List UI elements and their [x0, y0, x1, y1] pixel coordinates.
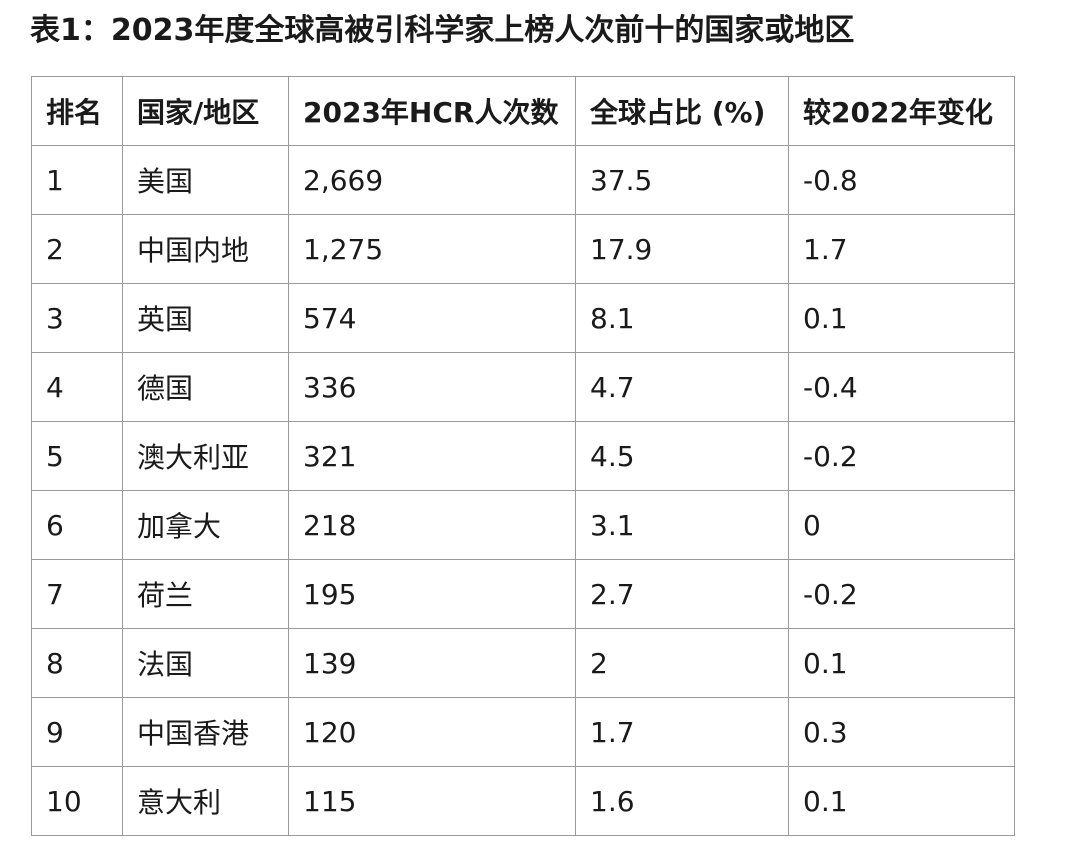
- cell-share: 1.6: [575, 766, 789, 836]
- cell-hcr-count: 336: [288, 352, 576, 422]
- cell-hcr-count: 1,275: [288, 214, 576, 284]
- header-hcr-count: 2023年HCR人次数: [288, 76, 576, 146]
- table-row: 7 荷兰 195 2.7 -0.2: [31, 559, 1015, 629]
- cell-country: 中国内地: [122, 214, 289, 284]
- cell-share: 3.1: [575, 490, 789, 560]
- table-row: 1 美国 2,669 37.5 -0.8: [31, 145, 1015, 215]
- cell-rank: 6: [31, 490, 123, 560]
- cell-country: 加拿大: [122, 490, 289, 560]
- table-row: 4 德国 336 4.7 -0.4: [31, 352, 1015, 422]
- table-header-row: 排名 国家/地区 2023年HCR人次数 全球占比 (%) 较2022年变化: [31, 76, 1015, 146]
- cell-change: 0.1: [788, 283, 1015, 353]
- cell-share: 1.7: [575, 697, 789, 767]
- cell-share: 4.7: [575, 352, 789, 422]
- header-change-vs-2022: 较2022年变化: [788, 76, 1015, 146]
- cell-share: 4.5: [575, 421, 789, 491]
- cell-hcr-count: 2,669: [288, 145, 576, 215]
- cell-hcr-count: 120: [288, 697, 576, 767]
- cell-country: 英国: [122, 283, 289, 353]
- cell-change: 0: [788, 490, 1015, 560]
- table-row: 8 法国 139 2 0.1: [31, 628, 1015, 698]
- table-row: 9 中国香港 120 1.7 0.3: [31, 697, 1015, 767]
- table-title: 表1：2023年度全球高被引科学家上榜人次前十的国家或地区: [30, 13, 855, 48]
- cell-share: 8.1: [575, 283, 789, 353]
- cell-hcr-count: 139: [288, 628, 576, 698]
- cell-rank: 1: [31, 145, 123, 215]
- table-row: 6 加拿大 218 3.1 0: [31, 490, 1015, 560]
- cell-country: 法国: [122, 628, 289, 698]
- cell-share: 2: [575, 628, 789, 698]
- cell-change: 1.7: [788, 214, 1015, 284]
- cell-hcr-count: 195: [288, 559, 576, 629]
- cell-share: 2.7: [575, 559, 789, 629]
- hcr-table: 排名 国家/地区 2023年HCR人次数 全球占比 (%) 较2022年变化 1…: [31, 76, 1015, 836]
- cell-rank: 7: [31, 559, 123, 629]
- header-country-region: 国家/地区: [122, 76, 289, 146]
- cell-rank: 8: [31, 628, 123, 698]
- cell-rank: 9: [31, 697, 123, 767]
- cell-hcr-count: 321: [288, 421, 576, 491]
- table-row: 3 英国 574 8.1 0.1: [31, 283, 1015, 353]
- cell-rank: 10: [31, 766, 123, 836]
- cell-country: 荷兰: [122, 559, 289, 629]
- table-row: 5 澳大利亚 321 4.5 -0.2: [31, 421, 1015, 491]
- header-global-share: 全球占比 (%): [575, 76, 789, 146]
- cell-country: 美国: [122, 145, 289, 215]
- cell-change: -0.2: [788, 559, 1015, 629]
- cell-rank: 4: [31, 352, 123, 422]
- cell-change: -0.2: [788, 421, 1015, 491]
- cell-rank: 2: [31, 214, 123, 284]
- cell-hcr-count: 115: [288, 766, 576, 836]
- cell-change: 0.1: [788, 628, 1015, 698]
- cell-change: -0.4: [788, 352, 1015, 422]
- cell-rank: 5: [31, 421, 123, 491]
- cell-change: 0.3: [788, 697, 1015, 767]
- cell-country: 中国香港: [122, 697, 289, 767]
- header-rank: 排名: [31, 76, 123, 146]
- cell-share: 37.5: [575, 145, 789, 215]
- cell-country: 澳大利亚: [122, 421, 289, 491]
- cell-country: 德国: [122, 352, 289, 422]
- cell-country: 意大利: [122, 766, 289, 836]
- cell-rank: 3: [31, 283, 123, 353]
- table-row: 10 意大利 115 1.6 0.1: [31, 766, 1015, 836]
- cell-hcr-count: 574: [288, 283, 576, 353]
- cell-hcr-count: 218: [288, 490, 576, 560]
- table-row: 2 中国内地 1,275 17.9 1.7: [31, 214, 1015, 284]
- cell-share: 17.9: [575, 214, 789, 284]
- cell-change: -0.8: [788, 145, 1015, 215]
- cell-change: 0.1: [788, 766, 1015, 836]
